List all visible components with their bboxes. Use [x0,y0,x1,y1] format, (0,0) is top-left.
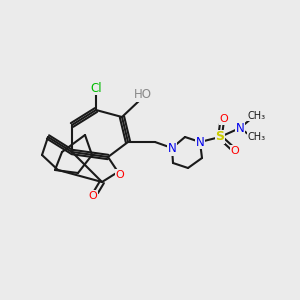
Text: HO: HO [134,88,152,101]
Text: CH₃: CH₃ [248,132,266,142]
Text: N: N [196,136,204,148]
Text: O: O [220,114,228,124]
Text: O: O [116,170,124,180]
Text: N: N [236,122,244,134]
Text: O: O [231,146,239,156]
Text: CH₃: CH₃ [248,111,266,121]
Text: Cl: Cl [90,82,102,94]
Text: O: O [88,191,98,201]
Text: S: S [215,130,224,143]
Text: N: N [168,142,176,155]
